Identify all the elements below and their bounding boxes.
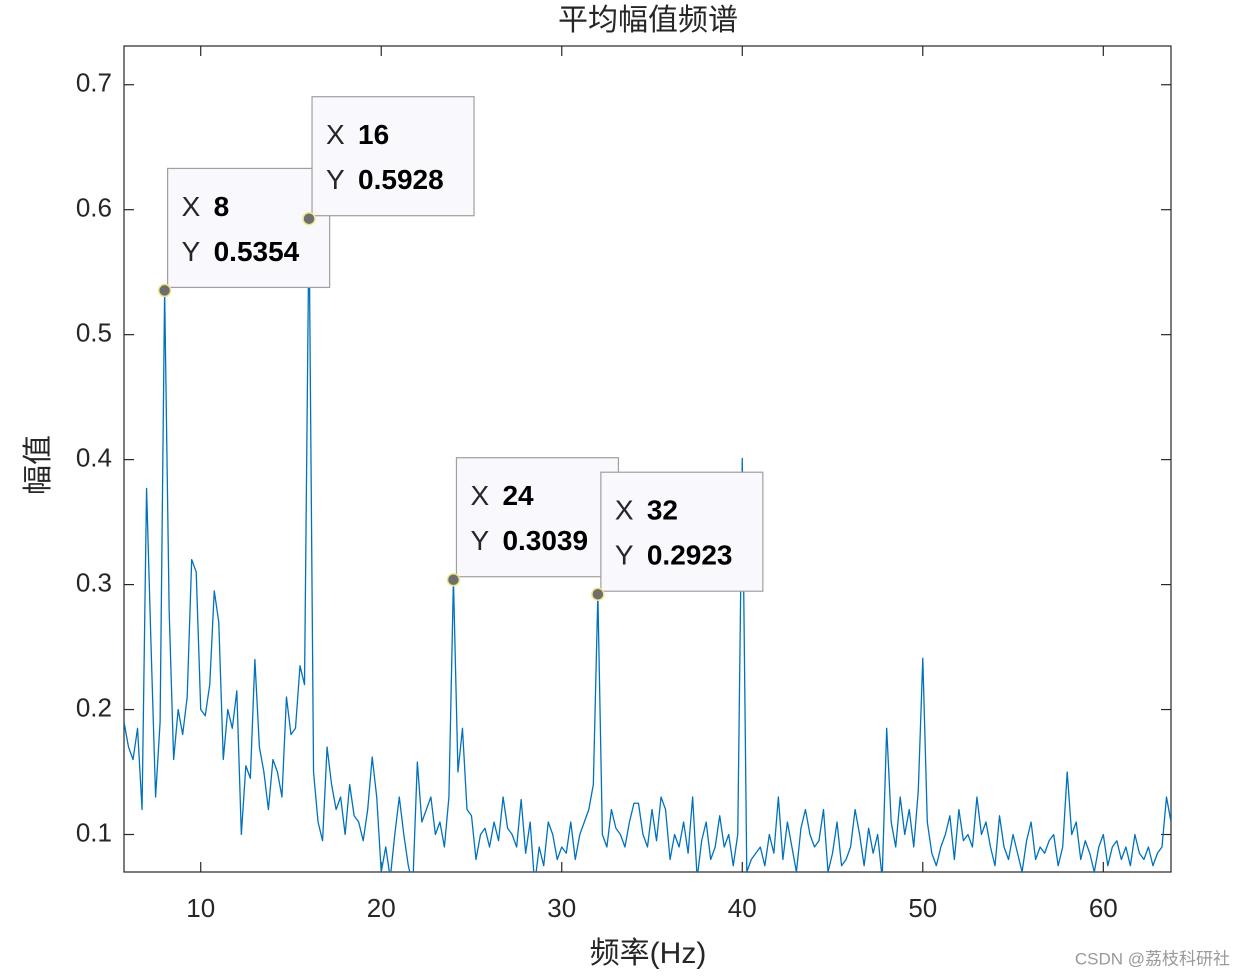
datatip: X 16 Y 0.5928 (311, 96, 475, 217)
datatip-y-label: Y (182, 236, 201, 267)
datatip-y-value: 0.2923 (647, 540, 733, 571)
datatip: X 24 Y 0.3039 (455, 457, 620, 578)
x-tick-label: 10 (186, 893, 215, 923)
datatip-y-value: 0.3039 (502, 525, 588, 556)
y-tick-label: 0.1 (76, 817, 112, 847)
datatip-y-label: Y (615, 540, 634, 571)
datatip: X 32 Y 0.2923 (600, 471, 764, 592)
x-tick-label: 30 (547, 893, 576, 923)
datatip-x-value: 32 (647, 495, 678, 526)
plot-layer (124, 218, 1171, 872)
datatip-x-label: X (326, 119, 345, 150)
watermark: CSDN @荔枝科研社 (1075, 949, 1230, 968)
y-tick-label: 0.5 (76, 318, 112, 348)
datatip-y-label: Y (326, 164, 345, 195)
datatip-x-label: X (182, 191, 201, 222)
datatip-x-value: 16 (358, 119, 389, 150)
y-tick-label: 0.4 (76, 442, 112, 472)
y-tick-label: 0.3 (76, 567, 112, 597)
datatip-y-label: Y (470, 525, 489, 556)
x-tick-label: 60 (1089, 893, 1118, 923)
chart-title: 平均幅值频谱 (558, 4, 738, 37)
datatip-marker (302, 211, 316, 226)
datatip-y-value: 0.5354 (214, 236, 300, 267)
line-series (124, 218, 1171, 872)
datatip-marker (446, 572, 461, 587)
datatip-x-value: 24 (502, 480, 534, 511)
datatip-marker (591, 587, 605, 601)
y-tick-label: 0.6 (76, 193, 112, 223)
datatip-box (455, 457, 620, 578)
y-tick-label: 0.7 (76, 68, 112, 98)
datatip-x-label: X (615, 495, 634, 526)
x-axis-label: 频率(Hz) (590, 937, 707, 970)
datatip-x-value: 8 (214, 191, 230, 222)
x-tick-label: 20 (367, 893, 396, 923)
y-tick-label: 0.2 (76, 692, 112, 722)
datatip-box (167, 167, 331, 289)
x-tick-label: 40 (728, 893, 757, 923)
datatip-marker (157, 283, 172, 298)
datatip-y-value: 0.5928 (358, 164, 444, 195)
y-axis-label: 幅值 (22, 435, 55, 495)
datatip-box (311, 96, 475, 217)
x-tick-label: 50 (908, 893, 937, 923)
datatip-x-label: X (470, 480, 489, 511)
datatip-box (600, 471, 764, 592)
datatip: X 8Y 0.5354 (167, 167, 331, 289)
